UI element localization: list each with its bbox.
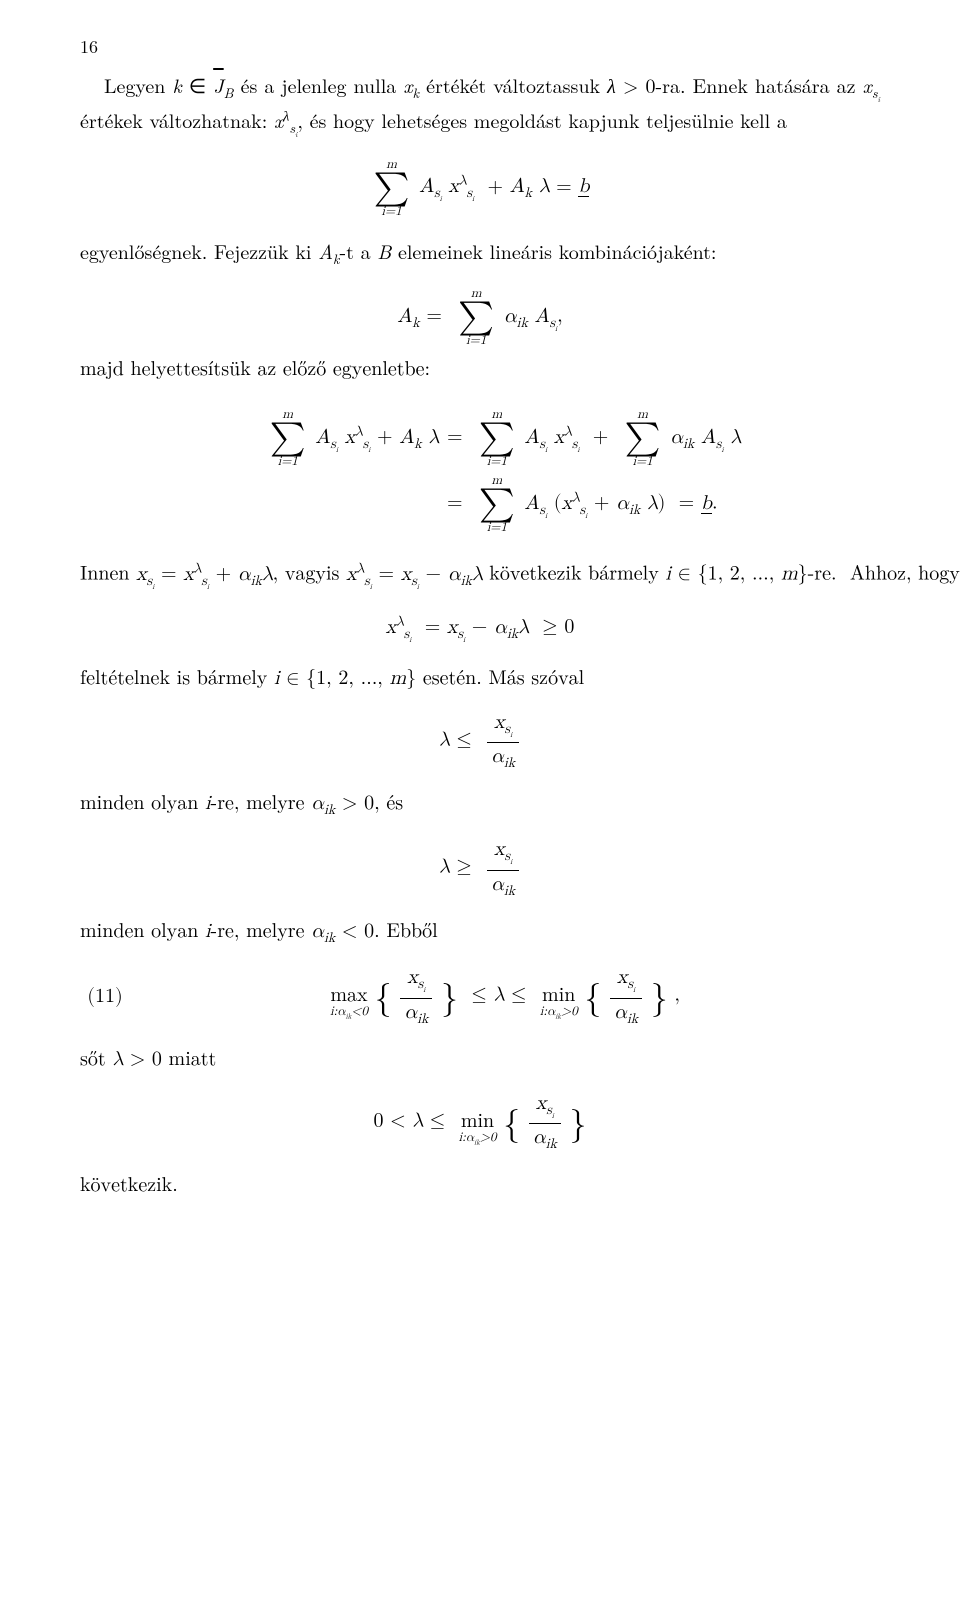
equation-4: xλsi = xsi − αikλ ≥ 0 [80,611,880,646]
paragraph-2: egyenlőségnek. Fejezzük ki Ak-t a B elem… [80,236,880,269]
paragraph-4: Innen xsi = xλsi + αikλ, vagyis xλsi = x… [80,558,880,593]
paragraph-6: minden olyan i-re, melyre αik > 0, és [80,789,880,820]
equation-6: λ ≥ xsiαik [80,838,880,899]
paragraph-3: majd helyettesítsük az előző egyenletbe: [80,355,880,384]
equation-1: m∑i=1 Asi xλsi + Ak λ = b [80,158,880,218]
paragraph-1: Legyen k ∈ JB és a jelenleg nulla xk ért… [80,70,880,140]
paragraph-9: következik. [80,1171,880,1200]
page: 16 Legyen k ∈ JB és a jelenleg nulla xk … [0,0,960,1278]
equation-3: m∑i=1 Asi xλsi + Ak λ = m∑i=1 Asi xλsi +… [80,402,880,540]
paragraph-8: sőt λ > 0 miatt [80,1045,880,1074]
page-number: 16 [80,34,880,60]
equation-2: Ak = m∑i=1 αik Asi, majd helyettesítsük … [80,287,880,1199]
paragraph-7: minden olyan i-re, melyre αik < 0. Ebből [80,917,880,948]
equation-number: (11) [80,982,130,1011]
paragraph-5: feltételnek is bármely i ∈ {1, 2, …, m} … [80,664,880,693]
equation-7: 0 < λ ≤ mini:αik>0 { xsiαik } [80,1092,880,1153]
equation-5: λ ≤ xsiαik [80,711,880,772]
equation-11: (11) maxi:αik<0 { xsiαik } ≤ λ ≤ mini:αi… [80,966,880,1027]
